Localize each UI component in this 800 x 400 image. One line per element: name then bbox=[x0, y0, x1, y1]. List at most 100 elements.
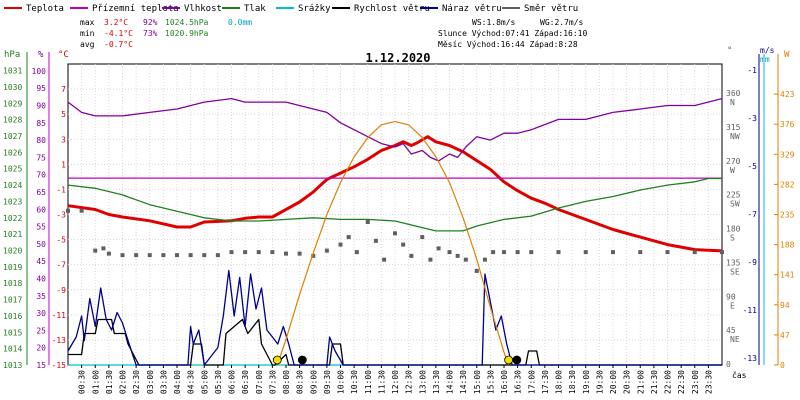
temp-tick-label: -1 bbox=[56, 185, 66, 194]
pct-tick-label: 85 bbox=[36, 119, 46, 128]
legend-label: Vlhkost bbox=[184, 4, 222, 14]
pct-tick-label: 60 bbox=[36, 205, 46, 214]
hpa-tick-label: 1025 bbox=[3, 165, 22, 174]
pct-tick-label: 40 bbox=[36, 275, 46, 284]
ms-tick-label: -7 bbox=[747, 210, 757, 219]
x-tick-label: 18:30 bbox=[568, 370, 577, 394]
temp-tick-label: -9 bbox=[56, 286, 66, 295]
x-tick-label: 09:30 bbox=[323, 370, 332, 394]
dir-tick-degree: 360 bbox=[726, 89, 741, 98]
x-tick-label: 15:00 bbox=[473, 370, 482, 394]
pct-tick-label: 95 bbox=[36, 84, 46, 93]
x-tick-label: 16:30 bbox=[514, 370, 523, 394]
series-7-point bbox=[106, 251, 111, 256]
hpa-tick-label: 1015 bbox=[3, 328, 22, 337]
legend-label: Rychlost větru bbox=[354, 4, 430, 14]
series-7-point bbox=[529, 250, 534, 255]
temp-tick-label: -15 bbox=[52, 361, 67, 370]
dir-tick-compass: S bbox=[730, 234, 735, 243]
dir-tick-degree: 270 bbox=[726, 157, 741, 166]
series-7-point bbox=[134, 253, 139, 258]
series-7-point bbox=[284, 251, 288, 256]
chart-title: 1.12.2020 bbox=[365, 51, 430, 65]
series-7-point bbox=[401, 242, 406, 247]
hpa-tick-label: 1018 bbox=[3, 279, 22, 288]
x-tick-label: 16:00 bbox=[500, 370, 509, 394]
event-marker bbox=[504, 355, 514, 365]
stats-temp: 3.2°C bbox=[104, 18, 128, 27]
x-tick-label: 19:00 bbox=[582, 370, 591, 394]
stats-label: max bbox=[80, 18, 95, 27]
x-tick-label: 20:30 bbox=[623, 370, 632, 394]
temp-tick-label: 7 bbox=[61, 85, 66, 94]
legend-label: Srážky bbox=[298, 4, 331, 14]
dir-tick-degree: 315 bbox=[726, 123, 741, 132]
pct-tick-label: 80 bbox=[36, 136, 46, 145]
x-tick-label: 17:30 bbox=[541, 370, 550, 394]
series-7-point bbox=[338, 242, 343, 247]
x-axis: 00:30 01:00 01:30 02:00 02:30 03:00 03:30 04:00… bbox=[78, 365, 747, 394]
w-tick-label: 47 bbox=[780, 331, 790, 340]
series-7-point bbox=[491, 250, 496, 255]
x-tick-label: 15:30 bbox=[486, 370, 495, 394]
pct-tick-label: 30 bbox=[36, 309, 46, 318]
x-tick-label: 09:00 bbox=[309, 370, 318, 394]
series-7-point bbox=[502, 250, 506, 255]
series-7-point bbox=[101, 246, 106, 251]
ms-tick-label: -5 bbox=[747, 162, 757, 171]
x-tick-label: 13:30 bbox=[432, 370, 441, 394]
series-7-point bbox=[692, 250, 697, 255]
hpa-tick-label: 1026 bbox=[3, 148, 22, 157]
legend-label: Tlak bbox=[244, 4, 266, 14]
grid bbox=[67, 63, 723, 366]
series-7-point bbox=[147, 253, 152, 258]
x-tick-label: 22:30 bbox=[677, 370, 686, 394]
x-tick-label: 07:30 bbox=[268, 370, 277, 394]
w-tick-label: 423 bbox=[780, 90, 795, 99]
hpa-tick-label: 1023 bbox=[3, 197, 22, 206]
x-tick-label: 12:30 bbox=[405, 370, 414, 394]
hpa-axis-unit: hPa bbox=[4, 50, 20, 60]
stats-rain: 0.0mm bbox=[228, 18, 252, 27]
series-7-point bbox=[66, 208, 70, 213]
series-7-point bbox=[161, 253, 166, 258]
series-7-point bbox=[463, 257, 468, 262]
series-7-point bbox=[354, 250, 359, 255]
series-8-line bbox=[276, 120, 510, 366]
x-tick-label: 11:30 bbox=[377, 370, 386, 394]
info-wind-speed: WS:1.8m/s bbox=[472, 18, 516, 27]
series-7-point bbox=[382, 257, 387, 262]
legend-label: Směr větru bbox=[524, 4, 578, 14]
dir-tick-degree: 0 bbox=[726, 360, 731, 369]
event-marker bbox=[297, 355, 307, 365]
series-7-point bbox=[436, 246, 441, 251]
pct-tick-label: 20 bbox=[36, 344, 46, 353]
x-tick-label: 05:00 bbox=[200, 370, 209, 394]
dir-tick-compass: NW bbox=[730, 132, 740, 141]
series-7-point bbox=[665, 250, 670, 255]
legend-label: Teplota bbox=[26, 4, 64, 14]
stats-temp: -4.1°C bbox=[104, 29, 133, 38]
info-box: WS:1.8m/s WG:2.7m/s Slunce Východ:07:41 Zá… bbox=[438, 18, 587, 49]
ms-tick-label: -13 bbox=[743, 354, 758, 363]
temp-tick-label: 3 bbox=[61, 135, 66, 144]
x-tick-label: 21:00 bbox=[636, 370, 645, 394]
temp-tick-label: -11 bbox=[52, 311, 67, 320]
x-tick-label: 02:30 bbox=[132, 370, 141, 394]
hpa-tick-label: 1021 bbox=[3, 230, 22, 239]
pct-axis-unit: % bbox=[38, 50, 44, 60]
legend: Teplota Přízemní teplota Vlhkost Tlak Srážky… bbox=[4, 4, 578, 14]
temp-tick-label: -5 bbox=[56, 236, 66, 245]
x-tick-label: 05:30 bbox=[214, 370, 223, 394]
x-tick-label: 22:00 bbox=[664, 370, 673, 394]
stats-temp: -0.7°C bbox=[104, 40, 133, 49]
w-axis-unit: W bbox=[784, 50, 790, 60]
ms-tick-label: -1 bbox=[747, 66, 757, 75]
pct-tick-label: 15 bbox=[36, 361, 46, 370]
w-tick-label: 188 bbox=[780, 241, 795, 250]
x-tick-label: 11:00 bbox=[364, 370, 373, 394]
series-7-point bbox=[256, 250, 261, 255]
stats-humidity: 73% bbox=[143, 29, 158, 38]
series-7-point bbox=[611, 250, 615, 255]
